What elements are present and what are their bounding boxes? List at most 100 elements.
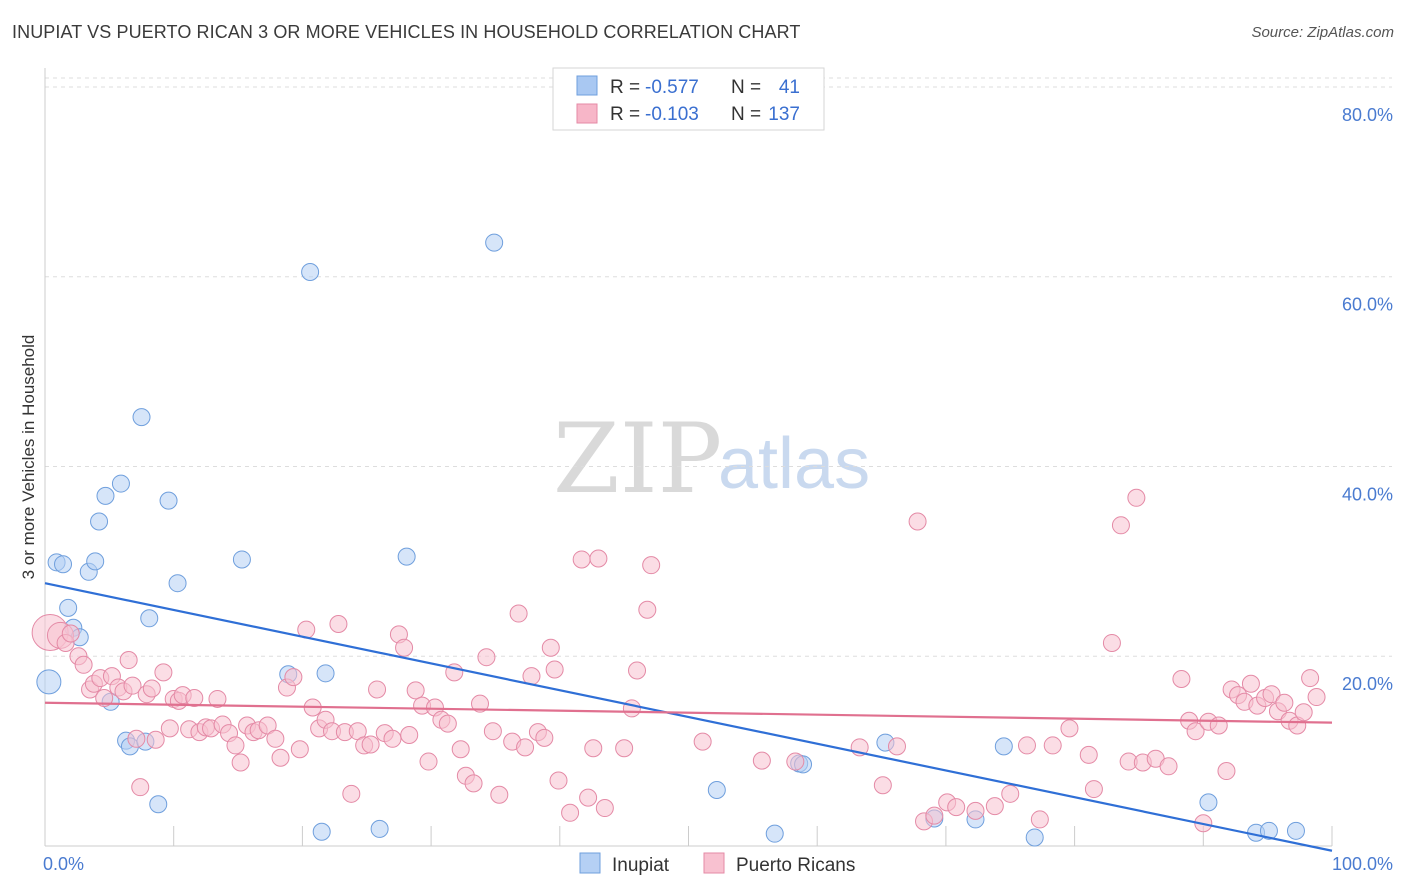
scatter-point — [509, 604, 528, 623]
scatter-point — [584, 739, 603, 758]
scatter-point — [1030, 810, 1049, 829]
scatter-point — [1259, 821, 1278, 840]
scatter-point — [985, 797, 1004, 816]
watermark: ZIP atlas — [553, 403, 870, 515]
scatter-point — [1043, 736, 1062, 755]
x-tick-label-min: 0.0% — [43, 854, 84, 874]
scatter-point — [90, 512, 109, 531]
scatter-point — [994, 737, 1013, 756]
bottom-legend-swatch-inupiat — [579, 852, 601, 874]
scatter-point — [615, 739, 634, 758]
scatter-point — [887, 737, 906, 756]
legend-n-value-puerto-ricans: 137 — [768, 104, 800, 125]
legend-swatch-puerto-ricans — [576, 103, 598, 124]
scatter-point — [908, 512, 927, 531]
scatter-point — [111, 474, 130, 493]
legend-n-label-puerto-ricans: N = — [731, 104, 761, 125]
scatter-point — [1262, 685, 1281, 704]
scatter-point — [595, 799, 614, 818]
series-puerto-ricans-points — [31, 488, 1326, 833]
scatter-point — [383, 729, 402, 748]
scatter-point — [271, 748, 290, 767]
legend-r-value-puerto-ricans: -0.103 — [645, 104, 699, 125]
scatter-point — [168, 574, 187, 593]
scatter-point — [752, 751, 771, 770]
bottom-legend-label-puerto-ricans: Puerto Ricans — [736, 855, 855, 876]
scatter-point — [86, 552, 105, 571]
legend-r-label-puerto-ricans: R = — [610, 104, 640, 125]
scatter-point — [1186, 722, 1205, 741]
scatter-point — [485, 233, 504, 252]
scatter-point — [693, 732, 712, 751]
scatter-point — [123, 676, 142, 695]
scatter-point — [36, 669, 62, 695]
scatter-point — [119, 651, 138, 670]
watermark-zip: ZIP — [553, 403, 722, 515]
series-inupiat-points — [36, 233, 1305, 847]
scatter-point — [146, 730, 165, 749]
scatter-point — [638, 600, 657, 619]
source-label: Source: ZipAtlas.com — [1251, 24, 1394, 41]
scatter-point — [438, 714, 457, 733]
scatter-point — [707, 781, 726, 800]
scatter-point — [395, 638, 414, 657]
scatter-point — [1079, 745, 1098, 764]
scatter-point — [1159, 757, 1178, 776]
series-legend: Inupiat Puerto Ricans — [579, 852, 855, 876]
trend-line-puerto-ricans — [44, 701, 1333, 724]
scatter-point — [95, 688, 114, 707]
scatter-point — [61, 624, 80, 643]
scatter-point — [406, 681, 425, 700]
scatter-point — [1025, 828, 1044, 847]
scatter-point — [483, 722, 502, 741]
scatter-point — [1199, 793, 1218, 812]
scatter-point — [149, 795, 168, 814]
scatter-point — [226, 736, 245, 755]
legend-swatch-inupiat — [576, 75, 598, 96]
scatter-point — [208, 689, 227, 708]
scatter-point — [231, 753, 250, 772]
scatter-point — [127, 729, 146, 748]
scatter-point — [232, 550, 251, 569]
x-axis-tick-labels: 0.0% 100.0% — [43, 854, 1393, 874]
scatter-point — [132, 408, 151, 427]
scatter-point — [342, 784, 361, 803]
legend-n-label-inupiat: N = — [731, 77, 761, 98]
scatter-point — [1060, 719, 1079, 738]
scatter-point — [765, 824, 784, 843]
scatter-point — [185, 688, 204, 707]
scatter-point — [516, 738, 535, 757]
scatter-point — [266, 729, 285, 748]
scatter-point — [589, 549, 608, 568]
scatter-point — [464, 774, 483, 793]
scatter-point — [1017, 736, 1036, 755]
scatter-point — [301, 262, 320, 281]
scatter-point — [154, 663, 173, 682]
scatter-point — [966, 801, 985, 820]
trend-line-inupiat — [44, 582, 1333, 852]
scatter-point — [451, 740, 470, 759]
scatter-point — [477, 648, 496, 667]
scatter-point — [1127, 488, 1146, 507]
scatter-point — [1217, 762, 1236, 781]
scatter-point — [159, 491, 178, 510]
scatter-point — [160, 719, 179, 738]
scatter-point — [572, 550, 591, 569]
scatter-point — [290, 740, 309, 759]
scatter-point — [579, 788, 598, 807]
scatter-point — [361, 735, 380, 754]
scatter-point — [74, 655, 93, 674]
scatter-point — [1084, 780, 1103, 799]
scatter-point — [947, 798, 966, 817]
scatter-point — [1307, 688, 1326, 707]
legend-r-label-inupiat: R = — [610, 77, 640, 98]
y-tick-label: 20.0% — [1342, 674, 1393, 694]
scatter-point — [873, 776, 892, 795]
scatter-point — [490, 785, 509, 804]
scatter-point — [329, 614, 348, 633]
scatter-point — [368, 680, 387, 699]
scatter-point — [628, 661, 647, 680]
scatter-point — [142, 679, 161, 698]
watermark-atlas: atlas — [718, 424, 870, 504]
scatter-point — [1172, 670, 1191, 689]
